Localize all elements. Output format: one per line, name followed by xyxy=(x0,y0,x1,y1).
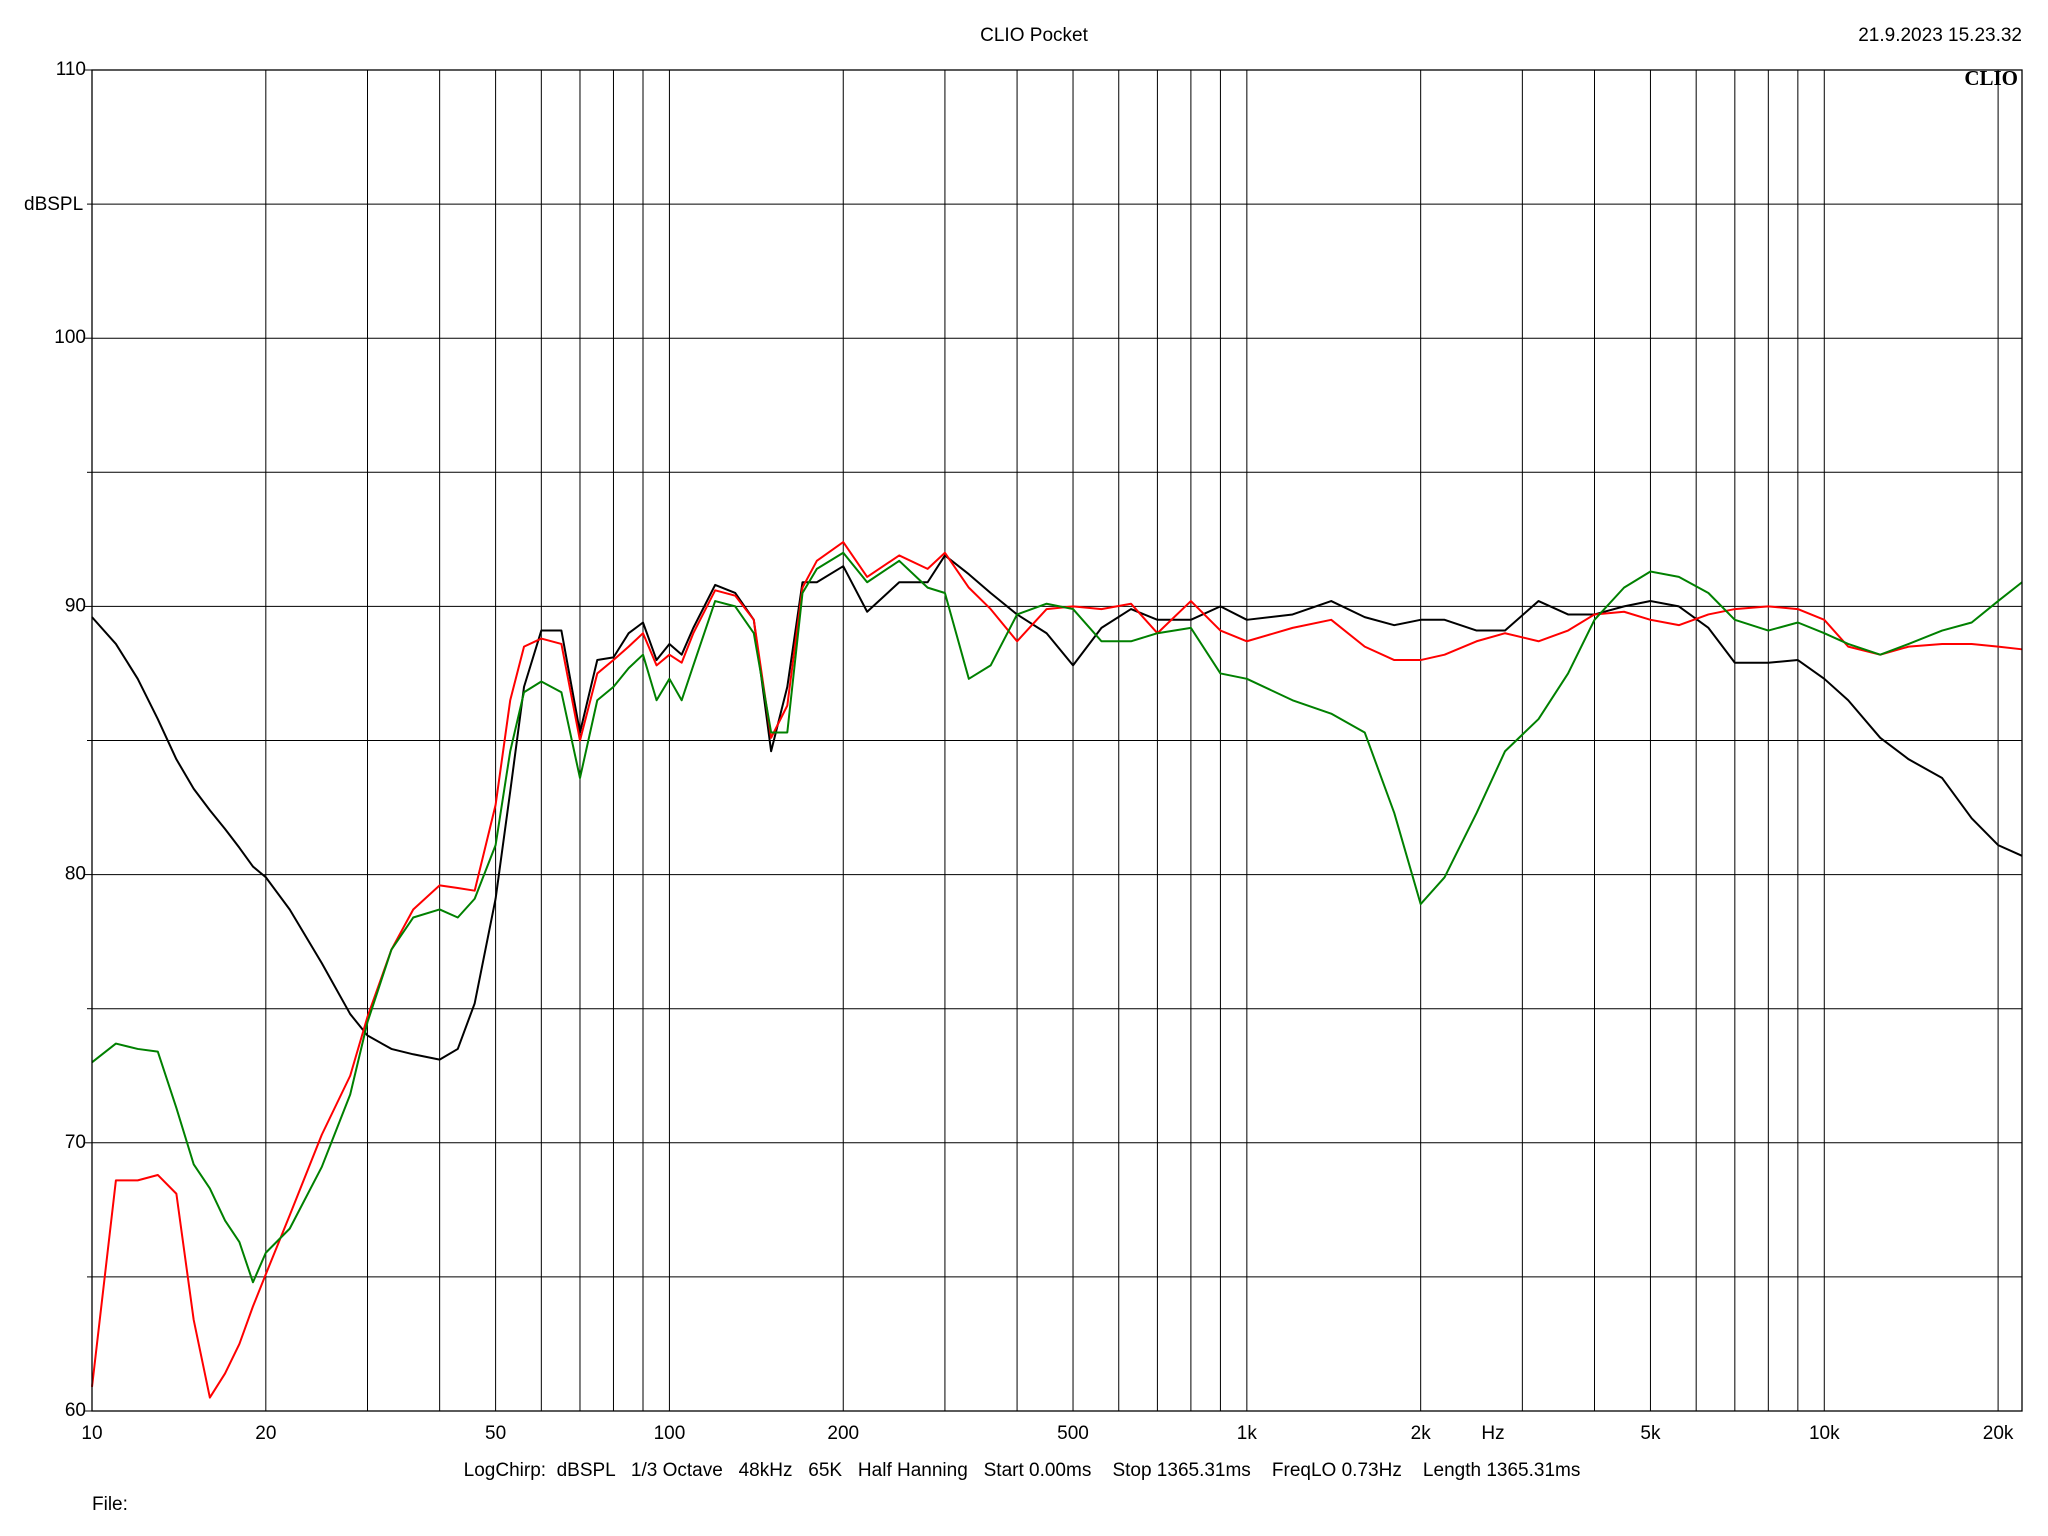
file-label: File: xyxy=(92,1494,128,1515)
logo: CLIO xyxy=(1964,66,2018,90)
series-line xyxy=(91,551,2023,1284)
x-tick-label: 20k xyxy=(1983,1423,2014,1444)
date: 21.9.2023 15.23.32 xyxy=(1858,25,2022,46)
x-tick-label: 2k xyxy=(1411,1423,1432,1444)
settings: LogChirp: dBSPL 1/3 Octave 48kHz 65K Hal… xyxy=(464,1460,1581,1481)
x-tick-label: 10k xyxy=(1809,1423,1840,1444)
x-tick-label: 5k xyxy=(1640,1423,1661,1444)
y-tick-label: 100 xyxy=(54,327,86,348)
x-tick-label: 20 xyxy=(255,1423,276,1444)
chart-title: CLIO Pocket xyxy=(980,25,1088,46)
y-tick-label: 70 xyxy=(65,1132,86,1153)
x-axis-label: Hz xyxy=(1481,1423,1504,1444)
series-line xyxy=(91,554,2023,1061)
y-tick-label: 60 xyxy=(65,1400,86,1421)
x-tick-label: 10 xyxy=(81,1423,102,1444)
y-tick-label: 110 xyxy=(56,59,86,80)
x-tick-label: 1k xyxy=(1237,1423,1258,1444)
y-tick-label: 80 xyxy=(65,864,86,885)
lines xyxy=(91,541,2023,1399)
y-tick-label: 90 xyxy=(65,595,86,616)
x-tick-label: 200 xyxy=(827,1423,859,1444)
x-tick-label: 50 xyxy=(485,1423,506,1444)
series-line xyxy=(91,541,2023,1399)
y-axis-label: dBSPL xyxy=(24,194,83,215)
plot-frame xyxy=(91,69,2023,1412)
x-tick-label: 100 xyxy=(654,1423,686,1444)
x-tick-label: 500 xyxy=(1057,1423,1089,1444)
